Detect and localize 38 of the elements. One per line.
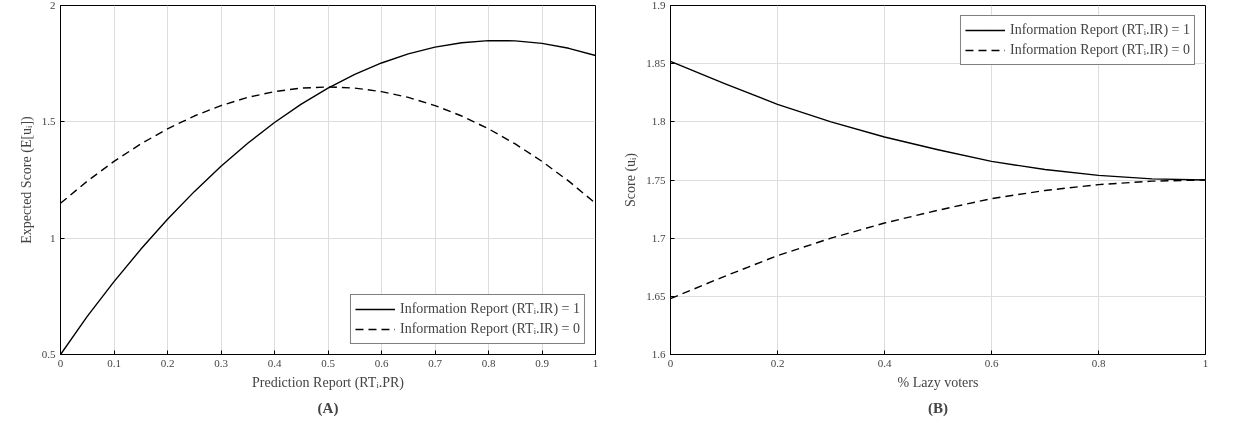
y-tick-label: 1.9 [651, 0, 666, 11]
y-tick-label: 1.85 [646, 57, 666, 70]
x-tick-label: 0 [667, 356, 674, 369]
x-tick-label: 0.9 [535, 356, 550, 369]
x-tick-label: 0.7 [428, 356, 443, 369]
x-tick-label: 0.8 [1091, 356, 1106, 369]
y-tick-label: 1 [50, 231, 56, 244]
legend-label: Information Report (RTᵢ.IR) = 0 [1009, 42, 1190, 58]
x-tick-label: 0.8 [481, 356, 496, 369]
x-tick-label: 0.4 [877, 356, 892, 369]
legend-label: Information Report (RTᵢ.IR) = 1 [1009, 22, 1190, 38]
x-tick-label: 1 [592, 356, 599, 369]
y-tick-label: 1.7 [651, 231, 666, 244]
legend-label: Information Report (RTᵢ.IR) = 1 [399, 301, 580, 317]
x-tick-label: 0.6 [984, 356, 999, 369]
y-tick-label: 1.6 [651, 348, 666, 360]
x-tick-label: 0 [57, 356, 64, 369]
x-tick-label: 0.1 [107, 356, 121, 369]
x-tick-label: 1 [1202, 356, 1209, 369]
y-tick-label: 0.5 [41, 348, 56, 360]
y-axis-title: Expected Score (E[uᵢ]) [18, 115, 35, 244]
text: (B) [928, 399, 948, 417]
legend-label: Information Report (RTᵢ.IR) = 0 [399, 321, 580, 337]
x-tick-label: 0.2 [770, 356, 785, 369]
x-tick-label: 0.3 [214, 356, 229, 369]
y-tick-label: 1.8 [651, 115, 666, 128]
x-axis-title: % Lazy voters [897, 374, 979, 390]
x-axis-title: Prediction Report (RTᵢ.PR) [252, 374, 405, 391]
x-tick-label: 0.4 [267, 356, 282, 369]
x-tick-label: 0.6 [374, 356, 389, 369]
y-tick-label: 2 [50, 0, 56, 11]
x-tick-label: 0.2 [160, 356, 175, 369]
y-tick-label: 1.65 [646, 289, 666, 302]
y-tick-label: 1.75 [646, 173, 666, 186]
y-axis-title: Score (uᵢ) [623, 152, 640, 207]
x-tick-label: 0.5 [321, 356, 336, 369]
y-tick-label: 1.5 [41, 115, 56, 128]
text: (A) [317, 399, 339, 417]
